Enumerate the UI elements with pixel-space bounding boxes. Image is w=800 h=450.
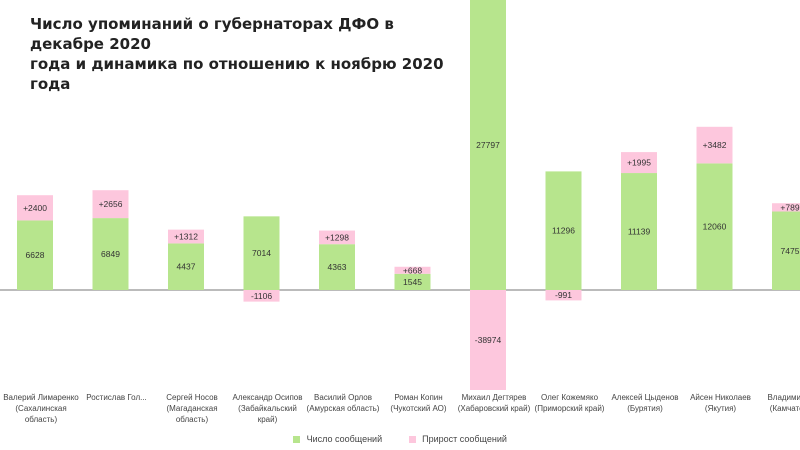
- bar-count: [621, 173, 657, 290]
- bar-growth: [243, 290, 280, 302]
- bar-growth: [319, 230, 355, 245]
- chart-title-line-2: года и динамика по отношению к ноябрю 20…: [30, 55, 444, 93]
- category-label-line: (Чукотский АО): [390, 404, 446, 413]
- bar-growth: [470, 290, 506, 390]
- category-label-line: Сергей Носов: [166, 393, 218, 402]
- data-label-count: 11296: [552, 226, 575, 236]
- data-label-count: 11139: [628, 227, 651, 237]
- legend-swatch-count: [293, 436, 301, 444]
- category-label-line: (Якутия): [705, 404, 736, 413]
- category-label-line: Айсен Николаев: [690, 393, 751, 402]
- data-label-growth: -38974: [475, 335, 502, 345]
- category-label-line: Олег Кожемяко: [541, 393, 599, 402]
- data-label-count: 12060: [703, 222, 727, 232]
- category-label-line: Роман Копин: [394, 393, 442, 402]
- data-label-growth: +1995: [627, 158, 651, 168]
- bar-count: [17, 220, 53, 290]
- data-label-count: 6849: [101, 249, 120, 259]
- bar-growth: [772, 203, 800, 212]
- category-label-line: край): [258, 415, 278, 424]
- data-label-count: 27797: [476, 140, 500, 150]
- category-label: Олег Кожемяко (Приморский край): [535, 393, 605, 413]
- data-label-growth: +3482: [703, 140, 727, 150]
- data-label-count: 7014: [252, 248, 271, 258]
- bar-count: [545, 171, 582, 290]
- data-label-count: 6628: [26, 250, 45, 260]
- category-label: Александр Осипов (Забайкальский край): [233, 393, 303, 424]
- bar-growth: [394, 266, 431, 274]
- data-label-growth: +2656: [99, 199, 123, 209]
- category-label: Роман Копин (Чукотский АО): [390, 393, 446, 413]
- bar-growth: [17, 195, 53, 221]
- data-label-growth: +789: [780, 202, 799, 212]
- bar-growth: [168, 229, 204, 244]
- category-label: Сергей Носов (Магаданская область): [166, 393, 218, 424]
- data-label-growth: -1106: [251, 291, 272, 301]
- bar-growth: [92, 190, 129, 219]
- category-label-line: Владимир Со...: [767, 393, 800, 402]
- category-label-line: Михаил Дегтярев: [462, 393, 527, 402]
- bar-count: [243, 216, 280, 290]
- category-label-line: (Камчатский...: [770, 404, 800, 413]
- bar-growth: [696, 126, 733, 164]
- bar-growth: [545, 290, 582, 301]
- category-label-line: (Бурятия): [627, 404, 663, 413]
- category-label: Айсен Николаев (Якутия): [690, 393, 751, 413]
- bar-growth: [621, 152, 657, 174]
- category-label-line: (Амурская область): [307, 404, 380, 413]
- legend-swatch-growth: [408, 436, 416, 444]
- data-label-growth: +1312: [174, 232, 198, 242]
- category-label-line: (Магаданская: [166, 404, 217, 413]
- legend-label-growth: Прирост сообщений: [422, 434, 507, 444]
- category-label-line: Ростислав Гол...: [86, 393, 147, 402]
- category-label: Василий Орлов (Амурская область): [307, 393, 380, 413]
- bar-count: [319, 244, 355, 290]
- category-label: Валерий Лимаренко (Сахалинская область): [3, 393, 79, 424]
- data-label-growth: +1298: [325, 232, 349, 242]
- legend-label-count: Число сообщений: [306, 434, 383, 444]
- bar-count: [92, 218, 129, 290]
- bar-count: [168, 243, 204, 290]
- legend-item-count: Число сообщений: [293, 434, 382, 444]
- category-label-line: Алексей Цыденов: [611, 393, 678, 402]
- category-label-line: (Забайкальский: [238, 404, 297, 413]
- category-label: Алексей Цыденов (Бурятия): [611, 393, 678, 413]
- bar-count: [394, 273, 431, 290]
- data-label-count: 1545: [403, 277, 422, 287]
- category-label: Владимир Со... (Камчатский...: [767, 393, 800, 413]
- data-label-count: 4437: [177, 262, 196, 272]
- category-label-line: область): [176, 415, 209, 424]
- category-label-line: область): [25, 415, 58, 424]
- legend: Число сообщений Прирост сообщений: [0, 434, 800, 444]
- legend-item-growth: Прирост сообщений: [408, 434, 507, 444]
- data-label-count: 4363: [328, 262, 347, 272]
- category-label-line: (Сахалинская: [15, 404, 66, 413]
- category-label-line: Александр Осипов: [233, 393, 303, 402]
- category-label-line: (Хабаровский край): [458, 404, 531, 413]
- chart-title-line-1: Число упоминаний о губернаторах ДФО в де…: [30, 15, 394, 53]
- data-label-growth: +668: [403, 265, 422, 275]
- category-label: Михаил Дегтярев (Хабаровский край): [458, 393, 531, 413]
- data-label-growth: +2400: [23, 203, 47, 213]
- data-label-growth: -991: [555, 290, 572, 300]
- chart-title: Число упоминаний о губернаторах ДФО в де…: [30, 14, 470, 94]
- category-label-line: Валерий Лимаренко: [3, 393, 79, 402]
- category-label-line: Василий Орлов: [314, 393, 372, 402]
- bar-count: [470, 0, 506, 290]
- category-label-line: (Приморский край): [535, 404, 605, 413]
- bar-count: [696, 163, 733, 290]
- data-label-count: 7475: [781, 246, 800, 256]
- category-label: Ростислав Гол...: [86, 393, 147, 402]
- bar-count: [772, 211, 800, 290]
